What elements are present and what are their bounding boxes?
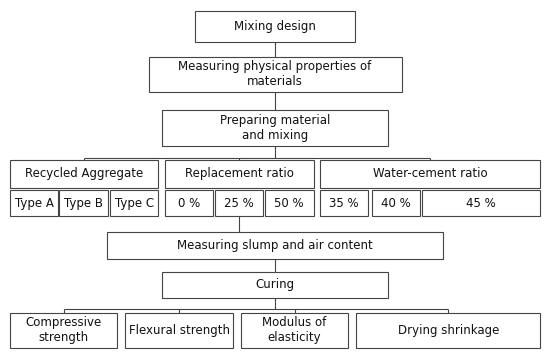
FancyBboxPatch shape: [10, 313, 117, 348]
FancyBboxPatch shape: [372, 190, 420, 216]
Text: Drying shrinkage: Drying shrinkage: [398, 324, 499, 337]
FancyBboxPatch shape: [241, 313, 348, 348]
Text: Compressive
strength: Compressive strength: [25, 316, 102, 344]
Text: 35 %: 35 %: [329, 197, 359, 210]
FancyBboxPatch shape: [215, 190, 263, 216]
Text: Measuring slump and air content: Measuring slump and air content: [177, 239, 373, 252]
FancyBboxPatch shape: [320, 190, 368, 216]
FancyBboxPatch shape: [165, 160, 314, 188]
Text: Type A: Type A: [15, 197, 53, 210]
Text: Type C: Type C: [114, 197, 154, 210]
FancyBboxPatch shape: [59, 190, 108, 216]
Text: 40 %: 40 %: [381, 197, 411, 210]
FancyBboxPatch shape: [265, 190, 313, 216]
Text: Water-cement ratio: Water-cement ratio: [373, 167, 487, 180]
FancyBboxPatch shape: [107, 232, 443, 259]
FancyBboxPatch shape: [195, 11, 355, 42]
FancyBboxPatch shape: [10, 190, 58, 216]
Text: Preparing material
and mixing: Preparing material and mixing: [220, 114, 330, 142]
FancyBboxPatch shape: [422, 190, 540, 216]
FancyBboxPatch shape: [125, 313, 233, 348]
FancyBboxPatch shape: [320, 160, 540, 188]
FancyBboxPatch shape: [165, 190, 213, 216]
FancyBboxPatch shape: [110, 190, 158, 216]
Text: Recycled Aggregate: Recycled Aggregate: [25, 167, 143, 180]
FancyBboxPatch shape: [162, 110, 388, 146]
FancyBboxPatch shape: [10, 160, 158, 188]
FancyBboxPatch shape: [356, 313, 540, 348]
Text: 0 %: 0 %: [178, 197, 200, 210]
Text: Modulus of
elasticity: Modulus of elasticity: [262, 316, 327, 344]
Text: Mixing design: Mixing design: [234, 20, 316, 33]
Text: 25 %: 25 %: [224, 197, 254, 210]
Text: Flexural strength: Flexural strength: [129, 324, 229, 337]
Text: Measuring physical properties of
materials: Measuring physical properties of materia…: [178, 60, 372, 88]
FancyBboxPatch shape: [162, 272, 388, 298]
Text: Replacement ratio: Replacement ratio: [185, 167, 294, 180]
Text: Type B: Type B: [64, 197, 103, 210]
Text: Curing: Curing: [255, 278, 295, 291]
Text: 50 %: 50 %: [274, 197, 304, 210]
Text: 45 %: 45 %: [466, 197, 496, 210]
FancyBboxPatch shape: [148, 57, 402, 92]
